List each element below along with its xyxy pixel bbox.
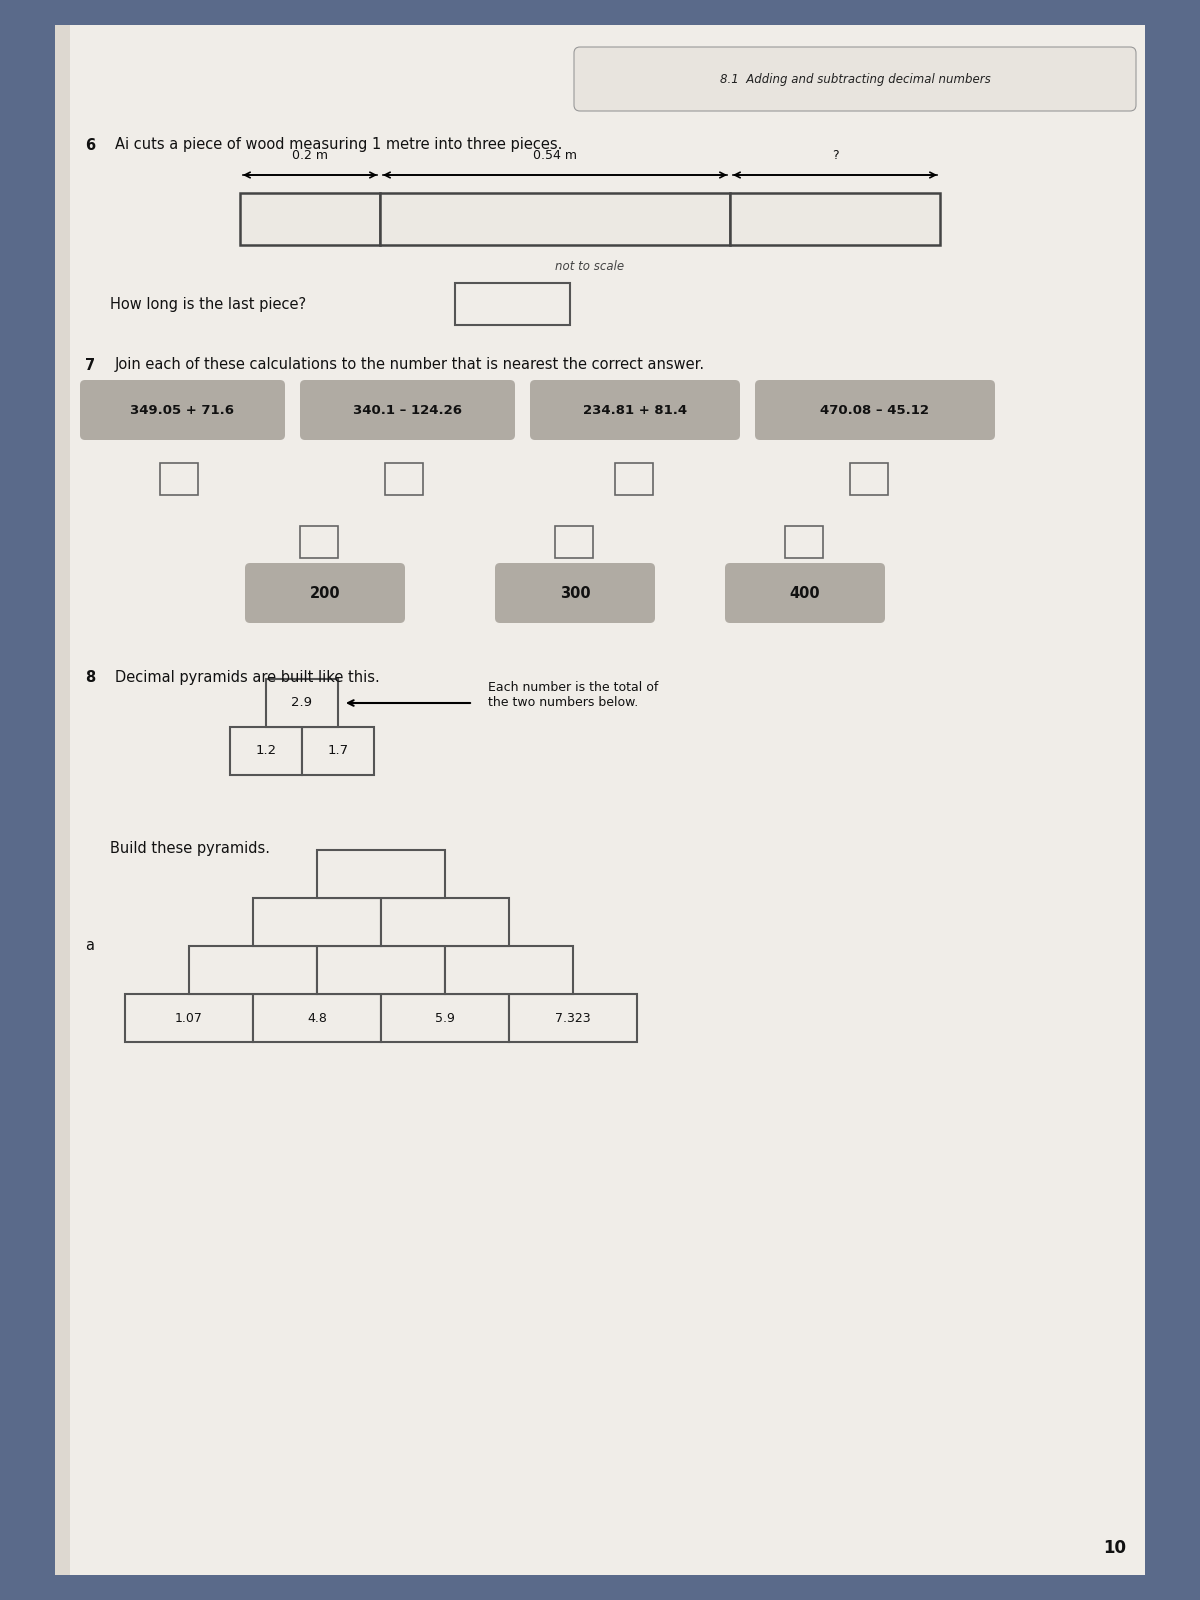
Bar — [317, 946, 445, 994]
Text: 5.9: 5.9 — [436, 1011, 455, 1024]
Bar — [445, 946, 574, 994]
FancyBboxPatch shape — [496, 563, 655, 622]
Bar — [385, 462, 424, 494]
Bar — [382, 898, 509, 946]
Bar — [190, 946, 317, 994]
Text: 234.81 + 81.4: 234.81 + 81.4 — [583, 403, 688, 416]
FancyBboxPatch shape — [725, 563, 886, 622]
Bar — [300, 526, 338, 558]
Text: 7.323: 7.323 — [556, 1011, 590, 1024]
FancyBboxPatch shape — [300, 379, 515, 440]
FancyBboxPatch shape — [574, 46, 1136, 110]
Text: ?: ? — [832, 149, 839, 162]
Text: 1.2: 1.2 — [256, 744, 276, 757]
Bar — [785, 526, 823, 558]
Text: 400: 400 — [790, 586, 821, 600]
Text: Ai cuts a piece of wood measuring 1 metre into three pieces.: Ai cuts a piece of wood measuring 1 metr… — [115, 138, 563, 152]
Bar — [302, 726, 374, 774]
FancyBboxPatch shape — [755, 379, 995, 440]
Text: not to scale: not to scale — [556, 261, 624, 274]
Bar — [554, 526, 593, 558]
Text: 300: 300 — [559, 586, 590, 600]
Text: 2.9: 2.9 — [292, 696, 312, 709]
Bar — [160, 462, 198, 494]
Bar — [240, 194, 380, 245]
Text: 8: 8 — [85, 670, 95, 685]
FancyBboxPatch shape — [245, 563, 406, 622]
Bar — [266, 678, 338, 726]
Text: 200: 200 — [310, 586, 341, 600]
Text: 340.1 – 124.26: 340.1 – 124.26 — [353, 403, 462, 416]
Text: 7: 7 — [85, 357, 95, 373]
Text: a: a — [85, 938, 94, 952]
Bar — [125, 994, 253, 1042]
Text: Decimal pyramids are built like this.: Decimal pyramids are built like this. — [115, 670, 379, 685]
Bar — [850, 462, 888, 494]
Bar — [230, 726, 302, 774]
Bar — [253, 898, 382, 946]
Text: Build these pyramids.: Build these pyramids. — [110, 840, 270, 856]
Bar — [455, 283, 570, 325]
Text: 470.08 – 45.12: 470.08 – 45.12 — [821, 403, 930, 416]
Text: 1.07: 1.07 — [175, 1011, 203, 1024]
Text: 1.7: 1.7 — [328, 744, 348, 757]
Text: How long is the last piece?: How long is the last piece? — [110, 298, 306, 312]
Bar — [253, 994, 382, 1042]
Text: Each number is the total of
the two numbers below.: Each number is the total of the two numb… — [488, 682, 659, 709]
Text: 10: 10 — [1104, 1539, 1127, 1557]
Bar — [509, 994, 637, 1042]
Text: 8.1  Adding and subtracting decimal numbers: 8.1 Adding and subtracting decimal numbe… — [720, 72, 990, 85]
Text: 4.8: 4.8 — [307, 1011, 326, 1024]
Bar — [317, 850, 445, 898]
Bar — [55, 26, 70, 1574]
FancyBboxPatch shape — [55, 26, 1145, 1574]
Bar — [616, 462, 653, 494]
Bar — [730, 194, 940, 245]
FancyBboxPatch shape — [80, 379, 284, 440]
Text: 349.05 + 71.6: 349.05 + 71.6 — [131, 403, 234, 416]
Text: 0.54 m: 0.54 m — [533, 149, 577, 162]
Text: 6: 6 — [85, 138, 95, 152]
Text: 0.2 m: 0.2 m — [292, 149, 328, 162]
Text: Join each of these calculations to the number that is nearest the correct answer: Join each of these calculations to the n… — [115, 357, 706, 373]
Bar — [382, 994, 509, 1042]
Bar — [380, 194, 730, 245]
FancyBboxPatch shape — [530, 379, 740, 440]
